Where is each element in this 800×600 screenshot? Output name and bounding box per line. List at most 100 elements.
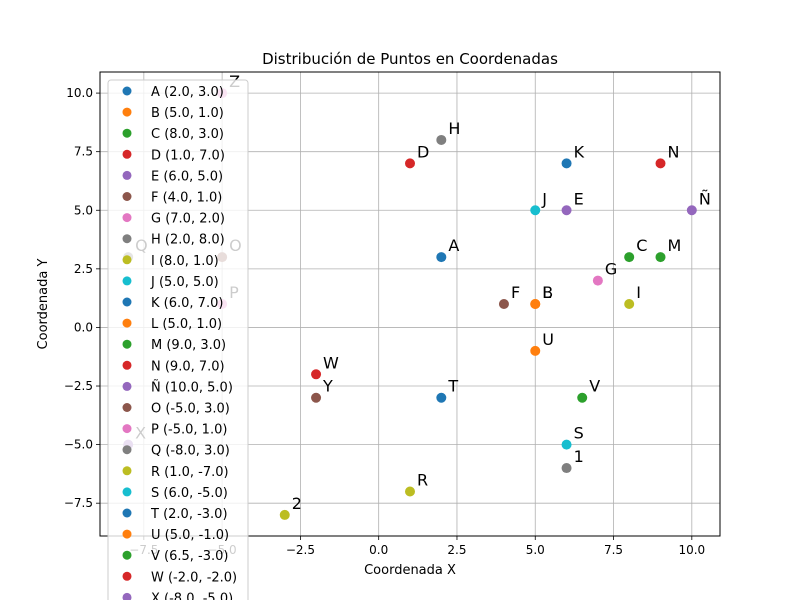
- legend-marker: [122, 360, 132, 370]
- y-tick-label: −7.5: [64, 496, 93, 510]
- point-label: T: [447, 377, 458, 396]
- legend-marker: [122, 529, 132, 539]
- legend-entry: P (-5.0, 1.0): [151, 423, 227, 438]
- x-tick-label: −2.5: [286, 543, 315, 557]
- point-label: Ñ: [699, 189, 711, 208]
- legend-entry: Ñ (10.0, 5.0): [151, 379, 233, 395]
- legend-marker: [122, 508, 132, 518]
- data-point: [405, 486, 415, 497]
- data-point: [561, 205, 572, 216]
- legend-entry: U (5.0, -1.0): [151, 528, 229, 543]
- legend-entry: N (9.0, 7.0): [151, 359, 225, 374]
- legend-marker: [122, 149, 132, 159]
- legend-marker: [122, 487, 132, 497]
- data-point: [436, 134, 447, 145]
- legend-entry: S (6.0, -5.0): [151, 486, 228, 501]
- legend-marker: [122, 403, 132, 412]
- x-tick-label: 5.0: [526, 543, 545, 557]
- legend-marker: [122, 234, 132, 244]
- y-axis-label: Coordenada Y: [36, 259, 51, 350]
- data-point: [561, 463, 572, 474]
- point-label: S: [574, 424, 584, 443]
- data-point: [577, 392, 588, 403]
- point-label: M: [668, 236, 682, 255]
- legend-marker: [122, 107, 132, 117]
- legend-marker: [122, 381, 132, 391]
- legend-entry: M (9.0, 3.0): [151, 338, 226, 353]
- point-label: K: [574, 142, 585, 161]
- legend-marker: [122, 276, 132, 286]
- legend-entry: D (1.0, 7.0): [151, 148, 225, 163]
- legend-entry: R (1.0, -7.0): [151, 465, 229, 480]
- y-tick-label: −2.5: [64, 379, 93, 393]
- point-label: Y: [322, 377, 333, 396]
- legend-entry: K (6.0, 7.0): [151, 296, 223, 311]
- y-tick-label: 0.0: [74, 320, 93, 334]
- data-point: [624, 252, 635, 263]
- point-label: C: [636, 236, 647, 255]
- point-label: 2: [292, 494, 302, 513]
- legend-marker: [122, 213, 132, 223]
- legend-marker: [122, 318, 132, 328]
- legend: A (2.0, 3.0) B (5.0, 1.0) C (8.0, 3.0) D (1…: [107, 79, 249, 600]
- x-tick-label: 7.5: [604, 543, 623, 557]
- legend-entry: L (5.0, 1.0): [151, 317, 222, 332]
- legend-marker: [122, 128, 132, 138]
- legend-entry: A (2.0, 3.0): [151, 85, 224, 100]
- point-label: D: [417, 142, 429, 161]
- point-label: I: [636, 283, 641, 302]
- legend-entry: G (7.0, 2.0): [151, 212, 225, 227]
- point-label: B: [542, 283, 553, 302]
- point-label: F: [511, 283, 520, 302]
- legend-entry: Q (-8.0, 3.0): [151, 444, 230, 459]
- point-label: E: [574, 189, 584, 208]
- data-point: [655, 252, 666, 263]
- data-point: [436, 392, 447, 403]
- x-tick-label: 0.0: [369, 543, 388, 557]
- data-point: [279, 509, 290, 520]
- legend-box: [107, 79, 249, 600]
- plot-frame: [99, 71, 721, 537]
- data-point: [592, 275, 603, 286]
- legend-entry: V (6.5, -3.0): [151, 549, 228, 564]
- point-labels: ABCDEFGHIJKLMNÑOPQRSTUVWXYZ12: [135, 72, 711, 513]
- point-label: W: [323, 353, 339, 372]
- point-label: G: [605, 260, 617, 279]
- point-label: A: [448, 236, 459, 255]
- point-label: 1: [574, 447, 584, 466]
- legend-marker: [122, 86, 132, 96]
- x-tick-label: 10.0: [678, 543, 705, 557]
- legend-marker: [122, 170, 132, 180]
- data-point: [498, 299, 509, 309]
- data-point: [311, 392, 322, 403]
- data-point: [311, 369, 322, 380]
- legend-marker: [122, 571, 132, 581]
- point-label: N: [668, 142, 680, 161]
- legend-entry: E (6.0, 5.0): [151, 169, 223, 184]
- y-tick-label: 10.0: [66, 86, 93, 100]
- data-point: [436, 252, 447, 263]
- legend-marker: [122, 255, 132, 265]
- legend-marker: [122, 339, 132, 349]
- data-point: [686, 205, 697, 216]
- legend-marker: [122, 192, 132, 201]
- legend-entry: F (4.0, 1.0): [151, 191, 222, 206]
- point-label: L: [542, 283, 551, 302]
- legend-entry: T (2.0, -3.0): [150, 507, 228, 522]
- legend-entry: H (2.0, 8.0): [151, 233, 225, 248]
- point-label: H: [448, 119, 460, 138]
- y-tick-label: −5.0: [64, 438, 93, 452]
- legend-marker: [122, 445, 132, 455]
- data-point: [561, 439, 572, 450]
- data-point: [624, 299, 635, 309]
- legend-entry: B (5.0, 1.0): [151, 106, 224, 121]
- data-point: [405, 158, 415, 169]
- point-label: U: [542, 330, 554, 349]
- data-point: [561, 158, 572, 169]
- legend-entry: O (-5.0, 3.0): [151, 402, 230, 417]
- data-point: [530, 205, 541, 216]
- legend-marker: [122, 297, 132, 307]
- point-label: R: [417, 470, 428, 489]
- x-tick-label: 2.5: [447, 543, 466, 557]
- legend-marker: [122, 550, 132, 560]
